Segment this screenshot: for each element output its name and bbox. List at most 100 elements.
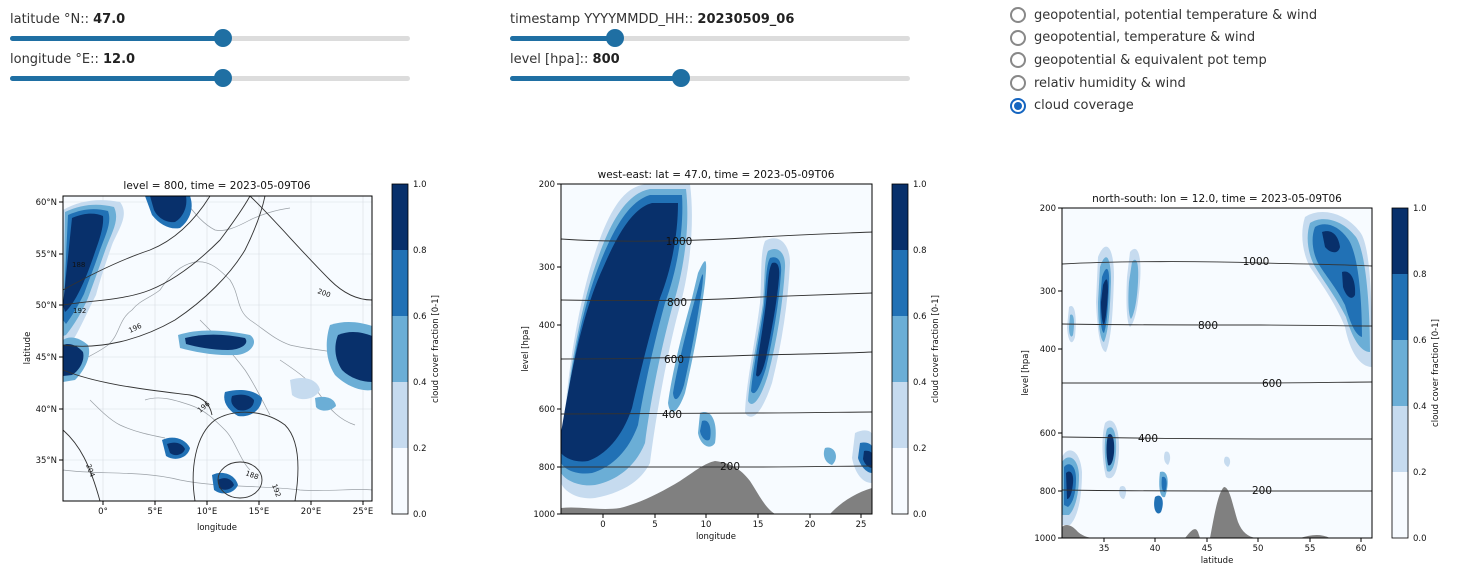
north-south-xtick-label: 60 (1356, 544, 1367, 554)
west-east-ytick-label: 400 (539, 321, 555, 331)
colorbar-tick-label: 0.8 (913, 246, 927, 256)
map-contour-label: 192 (73, 307, 86, 315)
map-plot: level = 800, time = 2023-05-09T06 (23, 180, 441, 533)
north-south-ytick-label: 1000 (1034, 534, 1056, 544)
colorbar-tick-label: 0.4 (1413, 402, 1427, 412)
west-east-ytick-label: 600 (539, 405, 555, 415)
level-slider-track[interactable] (510, 70, 910, 86)
latitude-slider[interactable]: latitude °N:: 47.0 (10, 12, 410, 52)
radio-button[interactable] (1010, 29, 1026, 46)
colorbar-label: cloud cover fraction [0-1] (931, 295, 941, 403)
colorbar-label: cloud cover fraction [0-1] (431, 295, 441, 403)
radio-label: geopotential & equivalent pot temp (1034, 52, 1267, 68)
latitude-slider-handle[interactable] (215, 30, 231, 46)
colorbar-tick-label: 0.8 (1413, 270, 1427, 280)
map-ylabel: latitude (23, 332, 33, 365)
radio-label: relativ humidity & wind (1034, 75, 1186, 91)
colorbar-tick-label: 0.0 (1413, 534, 1427, 544)
north-south-xtick-label: 35 (1099, 544, 1110, 554)
west-east-plot: west-east: lat = 47.0, time = 2023-05-09… (521, 169, 941, 542)
north-south-ytick-label: 400 (1040, 345, 1056, 355)
map-ytick-label: 55°N (36, 250, 57, 260)
west-east-contour-label: 1000 (666, 236, 693, 248)
map-xlabel: longitude (197, 523, 237, 533)
timestamp-slider[interactable]: timestamp YYYYMMDD_HH:: 20230509_06 (510, 12, 910, 52)
radio-option-cloud-coverage[interactable]: cloud coverage (1010, 94, 1317, 117)
timestamp-slider-track[interactable] (510, 30, 910, 46)
colorbar-tick-label: 0.4 (913, 378, 927, 388)
map-xtick-label: 15°E (249, 507, 269, 517)
level-slider-label: level [hpa]:: 800 (510, 52, 620, 67)
map-ytick-label: 45°N (36, 353, 57, 363)
west-east-contour-label: 200 (720, 461, 740, 473)
timestamp-slider-fill (510, 36, 615, 41)
radio-button-selected[interactable] (1010, 97, 1026, 114)
west-east-ytick-label: 300 (539, 263, 555, 273)
west-east-contour-label: 800 (667, 297, 687, 309)
colorbar-tick-label: 0.2 (413, 444, 427, 454)
north-south-xtick-label: 55 (1305, 544, 1316, 554)
north-south-xtick-label: 40 (1150, 544, 1161, 554)
map-xtick-label: 0° (98, 507, 108, 517)
level-slider-handle[interactable] (673, 70, 689, 86)
west-east-ylabel: level [hpa] (521, 326, 531, 372)
north-south-contour-label: 800 (1198, 320, 1218, 332)
north-south-contour-label: 400 (1138, 433, 1158, 445)
map-ytick-label: 60°N (36, 198, 57, 208)
latitude-slider-fill (10, 36, 223, 41)
west-east-ytick-label: 1000 (533, 510, 555, 520)
north-south-xtick-label: 45 (1202, 544, 1213, 554)
colorbar-label: cloud cover fraction [0-1] (1431, 319, 1441, 427)
west-east-ytick-label: 200 (539, 180, 555, 190)
west-east-field: 1000 800 600 400 200 (561, 184, 872, 514)
longitude-slider-handle[interactable] (215, 70, 231, 86)
radio-label: geopotential, temperature & wind (1034, 30, 1256, 46)
colorbar-tick-label: 0.0 (913, 510, 927, 520)
longitude-slider-track[interactable] (10, 70, 410, 86)
north-south-ytick-label: 300 (1040, 287, 1056, 297)
north-south-ytick-label: 200 (1040, 204, 1056, 214)
colorbar-tick-label: 1.0 (1413, 204, 1427, 214)
west-east-ytick-label: 800 (539, 463, 555, 473)
colorbar-tick-label: 0.6 (913, 312, 927, 322)
radio-button[interactable] (1010, 7, 1026, 24)
map-contour-label: 188 (72, 261, 85, 269)
west-east-xtick-label: 0 (600, 520, 605, 530)
west-east-contour-label: 400 (662, 409, 682, 421)
colorbar-tick-label: 1.0 (413, 180, 427, 190)
longitude-slider-label: longitude °E:: 12.0 (10, 52, 136, 67)
level-slider-fill (510, 76, 681, 81)
north-south-plot: north-south: lon = 12.0, time = 2023-05-… (1021, 193, 1441, 566)
radio-label: cloud coverage (1034, 98, 1134, 114)
colorbar-tick-label: 0.0 (413, 510, 427, 520)
west-east-colorbar: 1.0 0.8 0.6 0.4 0.2 0.0 cloud cover frac… (891, 180, 941, 520)
west-east-contour-label: 600 (664, 354, 684, 366)
north-south-contour-label: 200 (1252, 485, 1272, 497)
timestamp-slider-handle[interactable] (607, 30, 623, 46)
map-ytick-label: 50°N (36, 301, 57, 311)
colorbar-tick-label: 0.2 (913, 444, 927, 454)
longitude-slider[interactable]: longitude °E:: 12.0 (10, 52, 410, 92)
west-east-xlabel: longitude (696, 532, 736, 542)
longitude-slider-fill (10, 76, 223, 81)
map-ytick-label: 35°N (36, 456, 57, 466)
radio-option-pot-temp-wind[interactable]: geopotential, potential temperature & wi… (1010, 4, 1317, 27)
map-xtick-label: 25°E (353, 507, 373, 517)
level-slider[interactable]: level [hpa]:: 800 (510, 52, 910, 92)
north-south-ytick-label: 800 (1040, 487, 1056, 497)
map-colorbar: 1.0 0.8 0.6 0.4 0.2 0.0 cloud cover frac… (391, 180, 441, 520)
north-south-ytick-label: 600 (1040, 429, 1056, 439)
radio-option-temp-wind[interactable]: geopotential, temperature & wind (1010, 27, 1317, 50)
colorbar-tick-label: 0.6 (413, 312, 427, 322)
north-south-contour-label: 600 (1262, 378, 1282, 390)
west-east-xtick-label: 25 (856, 520, 867, 530)
radio-option-humidity-wind[interactable]: relativ humidity & wind (1010, 72, 1317, 95)
colorbar-tick-label: 0.6 (1413, 336, 1427, 346)
radio-button[interactable] (1010, 75, 1026, 92)
north-south-ylabel: level [hpa] (1021, 350, 1031, 396)
map-field: 188 192 196 200 204 196 188 192 (63, 196, 372, 501)
timestamp-slider-label: timestamp YYYYMMDD_HH:: 20230509_06 (510, 12, 795, 27)
radio-button[interactable] (1010, 52, 1026, 69)
radio-option-equiv-pot-temp[interactable]: geopotential & equivalent pot temp (1010, 49, 1317, 72)
latitude-slider-track[interactable] (10, 30, 410, 46)
